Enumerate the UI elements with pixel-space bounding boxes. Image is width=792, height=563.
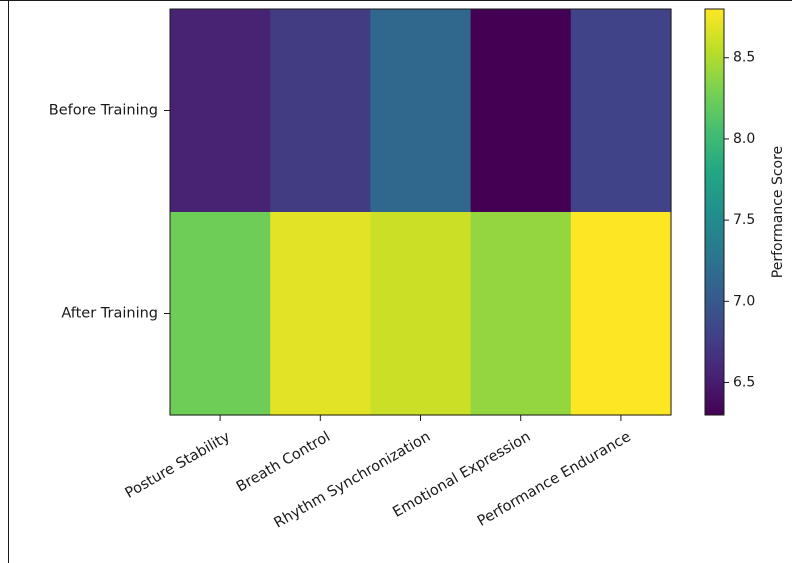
- colorbar-tick-label: 6.5: [733, 375, 755, 391]
- heatmap-cells: [170, 9, 672, 416]
- heatmap-cell: [571, 212, 672, 416]
- colorbar: 6.5 7.0 7.5 8.0 8.5 Performance Score: [705, 9, 786, 415]
- heatmap-cell: [170, 212, 271, 416]
- colorbar-ticks: 6.5 7.0 7.5 8.0 8.5: [724, 50, 755, 391]
- colorbar-tick-label: 7.0: [733, 293, 755, 309]
- heatmap-cell: [370, 212, 471, 416]
- heatmap-cell: [270, 212, 371, 416]
- y-tick-label: Before Training: [49, 103, 158, 119]
- colorbar-tick-label: 8.0: [733, 131, 755, 147]
- colorbar-tick-label: 8.5: [733, 50, 755, 66]
- y-axis: Before Training After Training: [49, 103, 170, 322]
- x-tick-label: Posture Stability: [123, 429, 234, 502]
- heatmap-cell: [471, 212, 572, 416]
- heatmap-cell: [571, 9, 672, 213]
- colorbar-gradient: [705, 9, 724, 415]
- x-tick-label: Breath Control: [234, 429, 333, 496]
- x-tick-label: Rhythm Synchronization: [271, 429, 433, 532]
- colorbar-label: Performance Score: [770, 146, 786, 278]
- y-tick-label: After Training: [61, 306, 158, 322]
- heatmap-cell: [471, 9, 572, 213]
- heatmap-cell: [270, 9, 371, 213]
- colorbar-tick-label: 7.5: [733, 212, 755, 228]
- heatmap-cell: [170, 9, 271, 213]
- heatmap-cell: [370, 9, 471, 213]
